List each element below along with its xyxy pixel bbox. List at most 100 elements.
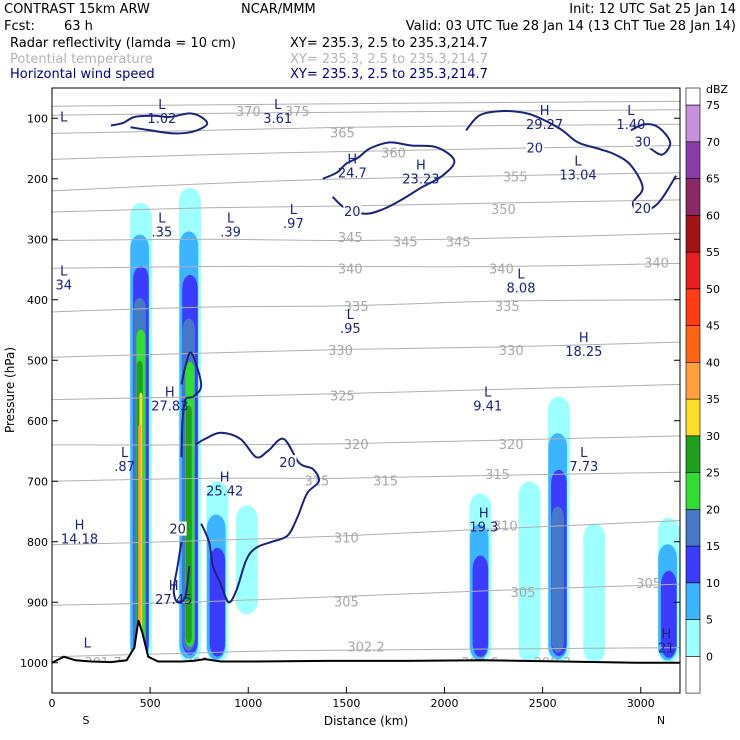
init-time: Init: 12 UTC Sat 25 Jan 14 — [569, 2, 736, 17]
isotach-label-bg — [168, 521, 187, 536]
extremum-value: .95 — [340, 322, 361, 337]
colorbar-swatch — [685, 141, 701, 179]
isentrope-line — [51, 100, 681, 107]
y-tick-label: 100 — [27, 112, 48, 125]
x-tick-label: 2000 — [431, 697, 459, 710]
terrain-fill — [52, 620, 680, 693]
extremum-letter: L — [517, 268, 525, 283]
field-name-reflectivity: Radar reflectivity (lamda = 10 cm) — [10, 36, 236, 51]
isentrope-label: 340 — [489, 263, 514, 278]
wind-maximum: H19.3 — [469, 507, 498, 536]
isentrope-label: 325 — [330, 390, 355, 405]
isotach-label-bg — [633, 201, 652, 215]
isotach-label-bg — [278, 455, 297, 470]
wind-minimum: L.35 — [152, 211, 173, 240]
isentrope-label: 355 — [503, 171, 528, 186]
reflectivity-band — [661, 570, 677, 658]
colorbar-swatch — [685, 215, 701, 253]
isotach-label: 30 — [634, 135, 651, 150]
y-axis: 100 200 300 400 500 600 700 800 900 1000 — [20, 112, 680, 670]
colorbar-label: 50 — [706, 283, 720, 296]
x-tick-label: 500 — [140, 697, 161, 710]
isentrope-line — [51, 145, 681, 160]
isentrope-label: 360 — [381, 146, 406, 161]
extremum-value: 25.42 — [206, 484, 243, 499]
isotach-label-bg — [343, 204, 362, 218]
extremum-letter: L — [347, 308, 355, 323]
reflectivity-band — [209, 547, 226, 657]
isentrope-label: 305 — [334, 595, 359, 610]
field-name-theta: Potential temperature — [10, 52, 153, 67]
x-end-label-south: S — [83, 714, 90, 727]
extremum-letter: H — [165, 386, 175, 401]
extremum-letter: L — [274, 98, 282, 113]
extremum-letter: L — [158, 211, 166, 226]
wind-minimum: L1.02 — [147, 98, 176, 127]
y-tick-label: 1000 — [20, 657, 48, 670]
isentrope-line — [51, 583, 681, 606]
y-tick-label: 500 — [27, 354, 48, 367]
isentrope-line — [51, 172, 681, 192]
colorbar-unit: dBZ — [706, 83, 729, 96]
isentrope-line — [51, 341, 681, 358]
wind-minimum: L — [84, 637, 92, 652]
extremum-value: .35 — [152, 225, 173, 240]
isotach-line — [630, 123, 672, 156]
forecast-label: Fcst: — [4, 19, 35, 34]
extremum-letter: H — [661, 628, 671, 643]
x-tick-label: 3000 — [627, 697, 655, 710]
extremum-value: 24.7 — [338, 167, 367, 182]
extremum-value: .87 — [114, 460, 135, 475]
reflectivity-column — [547, 396, 570, 663]
extremum-value: 21 — [658, 642, 675, 657]
wind-minimum: L.87 — [114, 446, 135, 475]
extremum-value: 18.25 — [565, 345, 602, 360]
colorbar-swatch — [685, 619, 701, 657]
isotach-label: 20 — [634, 202, 651, 217]
isentrope-label: 345 — [393, 235, 418, 250]
terrain-line — [51, 620, 680, 664]
plot-area: 370 375 365 360 355 350 345 345 345 340 340 340 335 3… — [51, 87, 681, 694]
colorbar-swatch — [685, 104, 701, 143]
colorbar-swatch — [685, 288, 701, 326]
colorbar-swatch — [685, 655, 701, 694]
colorbar-swatch — [685, 435, 701, 473]
wind-maximum: H27.83 — [151, 386, 188, 415]
wind-minimum: L.95 — [340, 308, 361, 337]
header: CONTRAST 15km ARW NCAR/MMM Init: 12 UTC … — [4, 2, 736, 82]
colorbar-label: 70 — [706, 136, 720, 149]
isentrope-label: 335 — [344, 300, 369, 315]
wind-maximum: H23.23 — [402, 159, 439, 188]
x-tick-label: 1000 — [234, 697, 262, 710]
extremum-value: 1.40 — [616, 118, 645, 133]
isentrope-label: 315 — [373, 474, 398, 489]
extremum-value: 34 — [56, 279, 73, 294]
y-axis-label: Pressure (hPa) — [3, 347, 17, 433]
isotach-line — [110, 112, 209, 135]
y-tick-label: 900 — [27, 596, 48, 609]
isentrope-line — [51, 520, 681, 546]
y-tick-label: 300 — [27, 233, 48, 246]
isentrope-label: 315 — [485, 468, 510, 483]
extremum-letter: L — [60, 265, 68, 280]
isotach-label: 20 — [279, 456, 296, 471]
isentrope-line — [51, 299, 681, 313]
isentrope-label: 335 — [495, 300, 520, 315]
extremum-value: 19.3 — [469, 521, 498, 536]
colorbar-swatch — [685, 545, 701, 584]
isotach-line — [172, 541, 191, 604]
reflectivity-band — [551, 506, 564, 653]
wind-maximum: H18.25 — [565, 331, 602, 360]
colorbar-label: 5 — [706, 614, 713, 627]
wind-minimum: L7.73 — [569, 446, 598, 475]
reflectivity-column — [583, 523, 606, 663]
reflectivity-column — [469, 493, 492, 663]
isotach-label-bg — [525, 140, 544, 155]
wind-speed-layer: 20 20 30 20 20 20 — [110, 109, 677, 604]
high-low-labels: L1.02L3.61H29.27L1.40LH24.7H23.23L13.04L… — [56, 98, 675, 656]
extremum-letter: H — [479, 507, 489, 522]
wind-maximum: H24.7 — [338, 153, 367, 182]
isentrope-label: 350 — [491, 203, 516, 218]
wind-minimum: L.39 — [220, 211, 241, 240]
x-axis-label: Distance (km) — [324, 714, 408, 728]
